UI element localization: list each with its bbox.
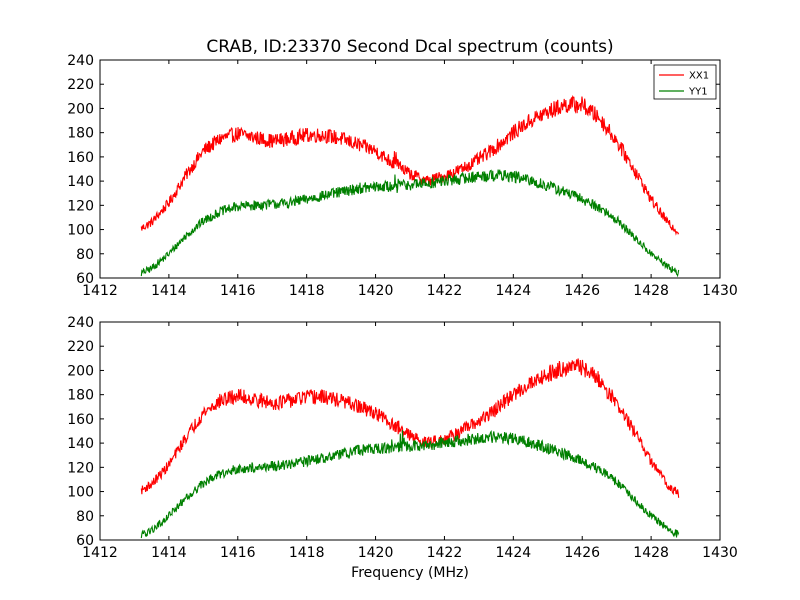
x-tick-label: 1422 [427, 545, 463, 561]
legend-box [653, 64, 717, 100]
y-tick-label: 80 [76, 509, 94, 525]
x-tick-label: 1424 [496, 283, 532, 299]
y-tick-label: 100 [67, 485, 94, 501]
plot-frame [99, 59, 721, 279]
series-line-yy1 [140, 429, 680, 539]
y-tick-label: 60 [76, 533, 94, 549]
x-tick-label: 1414 [151, 283, 187, 299]
x-tick-label: 1418 [289, 283, 325, 299]
series-line-yy1 [140, 169, 680, 278]
x-tick-label: 1420 [358, 283, 394, 299]
x-tick-label: 1430 [702, 545, 738, 561]
y-tick-label: 220 [67, 339, 94, 355]
y-tick-label: 220 [67, 77, 94, 93]
x-tick-label: 1412 [82, 545, 118, 561]
y-tick-label: 60 [76, 271, 94, 287]
chart-panel-2: 1412 1414 1416 1418 1420 1422 1424 1426 1428 1430… [67, 315, 738, 581]
chart-panel-1: 1412 1414 1416 1418 1420 1422 1424 1426 1428 1430… [67, 53, 738, 299]
chart-title: CRAB, ID:23370 Second Dcal spectrum (cou… [206, 37, 613, 57]
y-tick-label: 120 [67, 460, 94, 476]
series-line-xx1 [140, 95, 680, 236]
y-tick-label: 160 [67, 412, 94, 428]
legend-label: XX1 [689, 71, 709, 82]
x-tick-label: 1422 [427, 283, 463, 299]
y-tick-label: 200 [67, 101, 94, 117]
x-tick-label: 1414 [151, 545, 187, 561]
y-tick-label: 140 [67, 174, 94, 190]
y-tick-label: 200 [67, 363, 94, 379]
plot-frame [99, 321, 721, 541]
series-line-xx1 [140, 358, 680, 498]
x-tick-label: 1416 [220, 545, 256, 561]
x-axis-label: Frequency (MHz) [351, 565, 469, 581]
x-tick-label: 1416 [220, 283, 256, 299]
y-tick-label: 240 [67, 53, 94, 69]
chart-panels: 1412 1414 1416 1418 1420 1422 1424 1426 1428 1430… [67, 53, 738, 581]
y-tick-label: 80 [76, 247, 94, 263]
x-tick-label: 1420 [358, 545, 394, 561]
legend-label: YY1 [688, 87, 708, 98]
x-tick-label: 1424 [496, 545, 532, 561]
y-tick-label: 160 [67, 150, 94, 166]
x-tick-label: 1430 [702, 283, 738, 299]
x-tick-label: 1426 [564, 545, 600, 561]
x-tick-label: 1428 [633, 283, 669, 299]
y-tick-label: 240 [67, 315, 94, 331]
y-tick-label: 120 [67, 198, 94, 214]
x-tick-label: 1412 [82, 283, 118, 299]
y-tick-label: 180 [67, 126, 94, 142]
x-tick-label: 1426 [564, 283, 600, 299]
y-tick-label: 100 [67, 223, 94, 239]
x-tick-label: 1428 [633, 545, 669, 561]
y-tick-label: 140 [67, 436, 94, 452]
y-tick-label: 180 [67, 388, 94, 404]
x-tick-label: 1418 [289, 545, 325, 561]
